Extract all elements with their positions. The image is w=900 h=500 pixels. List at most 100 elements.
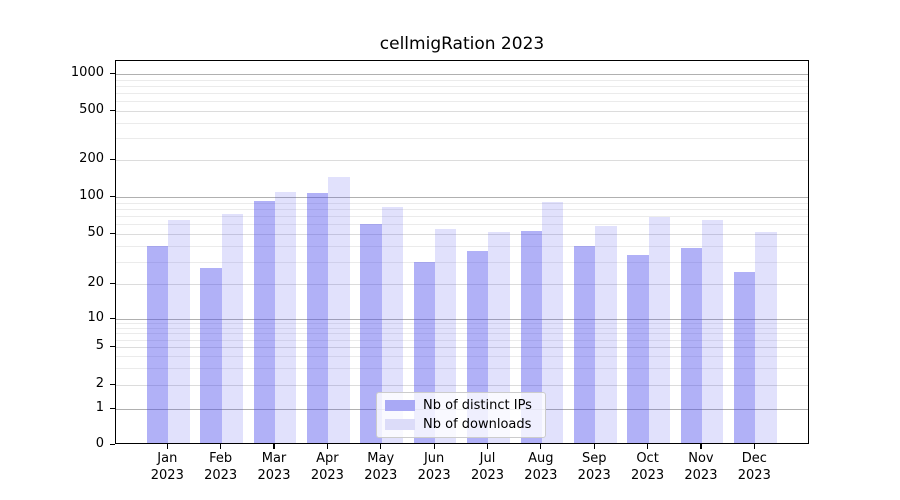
bar-downloads (435, 228, 457, 443)
gridline-minor (116, 138, 808, 140)
y-tick-label: 5 (95, 338, 104, 353)
x-tick-mark (220, 444, 222, 449)
x-tick-label: Jan 2023 (150, 451, 184, 483)
y-tick-mark (110, 383, 115, 385)
x-tick-mark (486, 444, 489, 449)
x-tick-mark (646, 444, 649, 449)
bar-downloads (168, 219, 190, 443)
bar-downloads (221, 214, 243, 443)
y-tick-mark (110, 317, 115, 319)
bar-downloads (328, 177, 350, 443)
bar-distinct-ips (680, 248, 702, 443)
x-tick-mark (540, 444, 542, 449)
gridline-mid (116, 234, 808, 235)
bar-distinct-ips (147, 245, 169, 443)
gridline-minor (116, 122, 808, 124)
gridline-minor (116, 202, 808, 204)
legend-row-downloads: Nb of downloads (385, 417, 537, 432)
x-tick-mark (273, 444, 275, 449)
plot-area (115, 60, 809, 444)
x-tick-mark (326, 444, 328, 449)
gridline-minor (116, 216, 808, 218)
bar-distinct-ips (734, 272, 756, 443)
gridline-minor (116, 93, 808, 95)
y-tick-mark (110, 72, 115, 74)
x-tick-label: Dec 2023 (737, 451, 771, 483)
y-tick-label: 100 (79, 188, 104, 203)
gridline-minor (116, 339, 808, 341)
gridline-minor (116, 224, 808, 226)
gridline-mid (116, 160, 808, 161)
x-tick-label: Jun 2023 (417, 451, 451, 483)
x-tick-label: Mar 2023 (257, 451, 291, 483)
bar-downloads (595, 225, 617, 443)
x-tick-label: Feb 2023 (204, 451, 238, 483)
y-tick-mark (110, 282, 115, 284)
bar-distinct-ips (520, 230, 542, 443)
x-tick-mark (166, 444, 168, 449)
gridline-minor (116, 208, 808, 210)
legend-label-distinct-ips: Nb of distinct IPs (423, 398, 532, 413)
gridline-mid (116, 347, 808, 348)
y-tick-label: 500 (79, 102, 104, 117)
gridline-major (116, 197, 808, 198)
legend-swatch-downloads (385, 419, 415, 430)
bar-downloads (381, 206, 404, 443)
gridline-minor (116, 246, 808, 248)
gridline-minor (116, 323, 808, 325)
x-tick-mark (433, 444, 435, 449)
bar-downloads (275, 191, 297, 443)
y-tick-label: 20 (87, 275, 104, 290)
bar-downloads (755, 232, 777, 443)
bar-downloads (701, 219, 724, 443)
bar-distinct-ips (573, 245, 596, 443)
y-tick-label: 1000 (70, 65, 104, 80)
gridline-minor (116, 368, 808, 370)
legend: Nb of distinct IPs Nb of downloads (376, 392, 546, 438)
x-tick-label: Sep 2023 (577, 451, 611, 483)
chart-title: cellmigRation 2023 (379, 34, 545, 54)
gridline-minor (116, 261, 808, 263)
gridline-mid (116, 385, 808, 386)
gridline-minor (116, 356, 808, 358)
y-tick-mark (110, 443, 115, 445)
bar-distinct-ips (200, 267, 222, 443)
bar-distinct-ips (360, 224, 382, 443)
bar-downloads (648, 217, 670, 443)
y-tick-label: 0 (95, 436, 104, 451)
x-tick-mark (700, 444, 702, 449)
bar-distinct-ips (627, 254, 649, 443)
y-tick-mark (110, 109, 115, 111)
y-tick-mark (110, 195, 115, 197)
gridline-minor (116, 101, 808, 103)
y-tick-label: 2 (95, 376, 104, 391)
legend-label-downloads: Nb of downloads (423, 417, 532, 432)
gridline-minor (116, 85, 808, 87)
legend-swatch-distinct-ips (385, 400, 415, 411)
legend-row-distinct-ips: Nb of distinct IPs (385, 398, 537, 413)
x-tick-mark (753, 444, 755, 449)
bar-distinct-ips (253, 201, 276, 443)
y-tick-label: 10 (87, 310, 104, 325)
gridline-major (116, 74, 808, 75)
bar-downloads (488, 232, 510, 443)
y-tick-mark (110, 158, 115, 160)
y-tick-label: 50 (87, 225, 104, 240)
y-tick-mark (110, 232, 115, 234)
y-tick-mark (110, 345, 115, 347)
y-tick-label: 1 (95, 400, 104, 415)
gridline-minor (116, 328, 808, 329)
x-tick-mark (380, 444, 382, 449)
x-tick-label: Jul 2023 (470, 451, 505, 483)
gridline-major (116, 319, 808, 320)
gridline-mid (116, 111, 808, 112)
x-tick-label: Nov 2023 (684, 451, 718, 483)
x-tick-mark (593, 444, 595, 449)
gridline-mid (116, 284, 808, 285)
x-tick-label: Aug 2023 (524, 451, 558, 483)
bar-downloads (541, 201, 564, 443)
x-tick-label: May 2023 (364, 451, 398, 483)
y-tick-mark (110, 407, 115, 409)
x-tick-label: Apr 2023 (310, 451, 344, 483)
